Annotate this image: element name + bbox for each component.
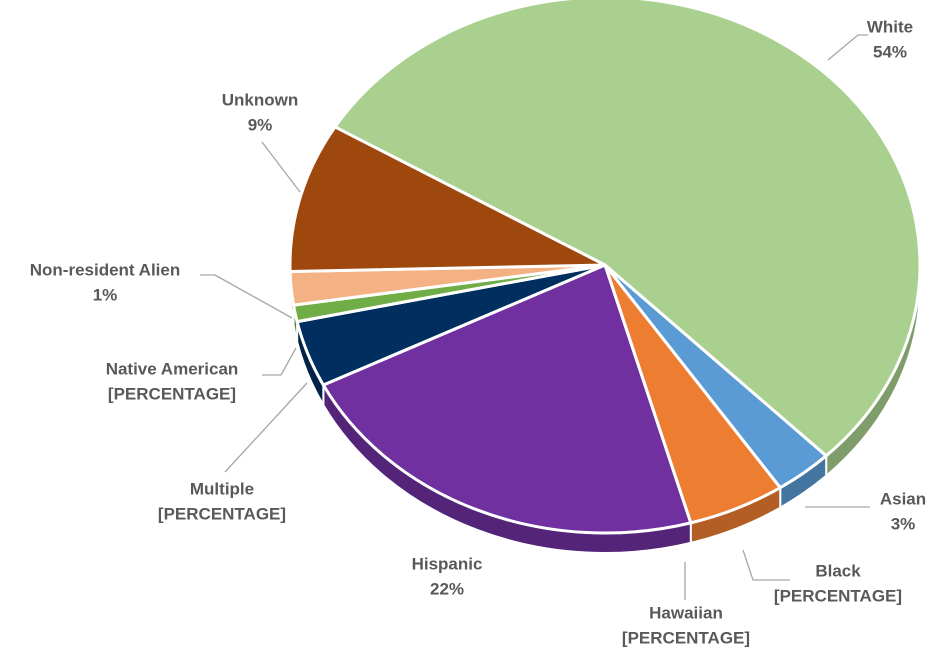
- leader-line: [224, 382, 308, 473]
- slice-value-label: 9%: [248, 115, 273, 134]
- leader-line: [261, 141, 301, 193]
- leader-line: [262, 347, 297, 376]
- slice-label: Black: [815, 561, 861, 580]
- slice-label: Multiple: [190, 479, 254, 498]
- slice-value-label: 54%: [873, 42, 907, 61]
- slice-value-label: [PERCENTAGE]: [622, 628, 750, 647]
- slice-value-label: [PERCENTAGE]: [158, 504, 286, 523]
- leader-line: [827, 34, 868, 61]
- slice-label: White: [867, 17, 913, 36]
- slice-value-label: 22%: [430, 579, 464, 598]
- leader-line: [742, 549, 790, 581]
- leader-line: [200, 274, 293, 319]
- slice-label: Native American: [106, 359, 239, 378]
- slice-label: Hispanic: [412, 554, 483, 573]
- slice-label: Non-resident Alien: [30, 260, 181, 279]
- slice-label: Hawaiian: [649, 603, 723, 622]
- slice: [321, 263, 693, 535]
- slice: [288, 125, 607, 274]
- slice-label: Asian: [880, 489, 926, 508]
- slice-value-label: [PERCENTAGE]: [108, 384, 236, 403]
- slice-value-label: 1%: [93, 285, 118, 304]
- slice: [333, 0, 922, 458]
- slice-value-label: 3%: [891, 514, 916, 533]
- slice-value-label: [PERCENTAGE]: [774, 586, 902, 605]
- slice-label: Unknown: [222, 90, 299, 109]
- pie-tops: [288, 0, 922, 535]
